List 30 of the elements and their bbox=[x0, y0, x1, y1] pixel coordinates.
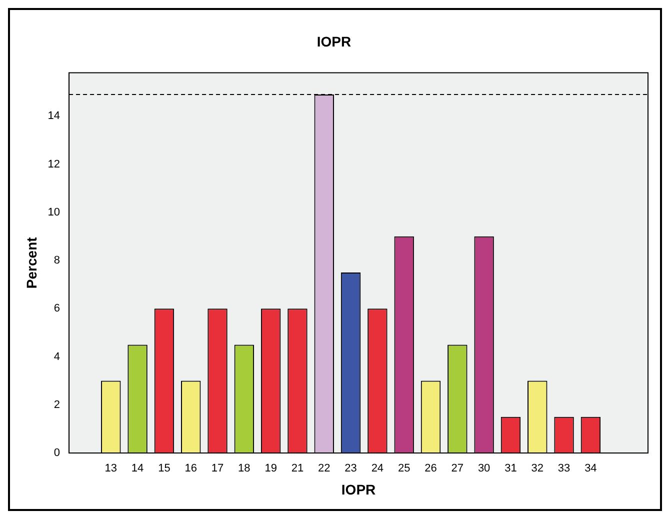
x-tick-label: 16 bbox=[184, 462, 197, 475]
x-tick-label: 24 bbox=[371, 462, 384, 475]
x-tick-label: 33 bbox=[558, 462, 570, 475]
y-tick-label: 8 bbox=[54, 254, 60, 267]
x-tick-label: 27 bbox=[451, 462, 464, 475]
x-tick-label: 22 bbox=[318, 462, 330, 475]
y-tick-label: 0 bbox=[54, 447, 60, 460]
x-tick-label: 25 bbox=[398, 462, 410, 475]
x-tick-label: 23 bbox=[344, 462, 357, 475]
y-tick-label: 2 bbox=[54, 398, 60, 411]
x-tick-label: 14 bbox=[131, 462, 144, 475]
x-axis-title: IOPR bbox=[341, 481, 376, 498]
x-tick-label: 34 bbox=[584, 462, 597, 475]
y-tick-label: 14 bbox=[48, 110, 60, 122]
x-tick-label: 17 bbox=[211, 462, 224, 475]
y-tick-label: 6 bbox=[54, 302, 60, 315]
x-tick-label: 26 bbox=[424, 462, 437, 475]
x-tick-label: 30 bbox=[478, 462, 490, 475]
x-tick-label: 31 bbox=[504, 462, 517, 475]
x-tick-label: 18 bbox=[238, 462, 250, 475]
x-tick-label: 19 bbox=[264, 462, 277, 475]
y-axis-title: Percent bbox=[23, 236, 40, 289]
y-tick-label: 4 bbox=[54, 350, 60, 363]
y-tick-label: 12 bbox=[48, 158, 60, 170]
x-tick-label: 13 bbox=[104, 462, 118, 475]
x-tick-label: 15 bbox=[158, 462, 170, 475]
chart-title: IOPR bbox=[316, 33, 352, 50]
x-tick-label: 21 bbox=[291, 462, 304, 475]
y-tick-label: 10 bbox=[48, 206, 60, 218]
x-tick-label: 32 bbox=[531, 462, 544, 475]
